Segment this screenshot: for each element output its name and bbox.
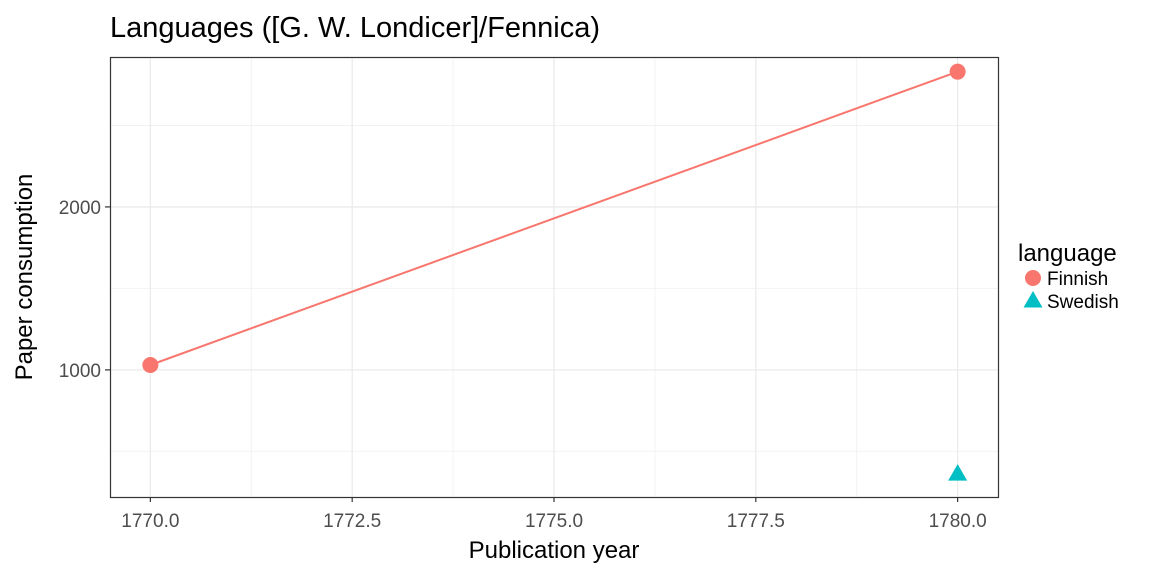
data-point-swedish <box>948 464 968 481</box>
series-line-finnish <box>150 70 958 366</box>
legend-key-finnish <box>1025 270 1041 286</box>
y-tick-label: 1000 <box>59 361 101 382</box>
y-axis: 1000 2000 <box>59 198 110 382</box>
y-axis-label: Paper consumption <box>11 174 38 381</box>
y-tick-label: 2000 <box>59 198 101 219</box>
x-tick-label: 1777.5 <box>727 511 785 532</box>
data-point-finnish <box>949 63 966 80</box>
legend-key-swedish <box>1023 291 1043 308</box>
legend-label-swedish: Swedish <box>1047 292 1119 313</box>
x-tick-label: 1775.0 <box>525 511 583 532</box>
chart-title: Languages ([G. W. Londicer]/Fennica) <box>110 12 600 44</box>
data-point-finnish <box>142 357 159 373</box>
x-tick-label: 1780.0 <box>929 511 987 532</box>
x-tick-label: 1770.0 <box>121 511 179 532</box>
legend-label-finnish: Finnish <box>1047 269 1108 290</box>
x-tick-label: 1772.5 <box>323 511 381 532</box>
grid-major <box>110 57 998 497</box>
legend-title: language <box>1018 240 1117 267</box>
x-axis-label: Publication year <box>469 537 640 564</box>
x-axis: 1770.0 1772.5 1775.0 1777.5 1780.0 <box>121 497 987 532</box>
series-layer <box>142 63 968 481</box>
